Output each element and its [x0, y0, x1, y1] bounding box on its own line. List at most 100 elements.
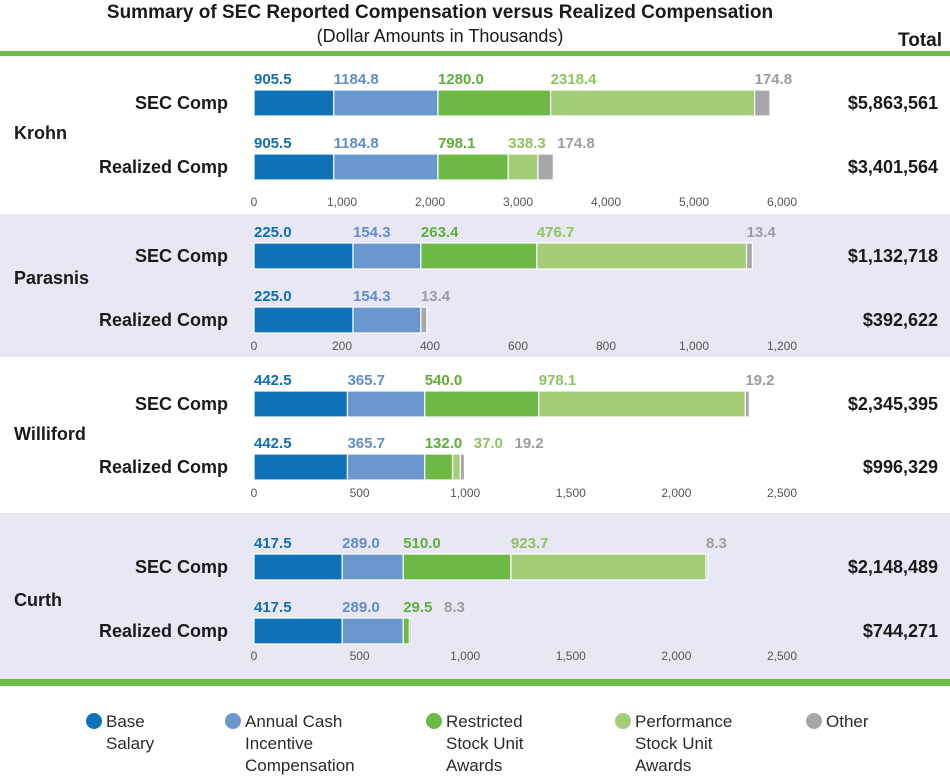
tick-label: 6,000 — [767, 195, 797, 209]
data-label: 154.3 — [353, 224, 391, 241]
bar-segment-other — [754, 89, 771, 117]
bar-segment-other — [420, 306, 428, 334]
data-label: 8.3 — [706, 535, 727, 552]
legend-label: Performance — [635, 712, 732, 731]
tick-label: 500 — [350, 486, 370, 500]
bar-segment-annual-cash — [346, 390, 426, 418]
tick-label: 0 — [251, 649, 258, 663]
row-label: SEC Comp — [135, 557, 228, 577]
bar-row-sec-comp: SEC Comp $2,148,489 417.5 289.0 510.0 923.7 8.… — [135, 535, 938, 581]
data-label: 225.0 — [254, 288, 292, 305]
legend-label: Stock Unit — [635, 734, 713, 753]
legend-swatch — [86, 713, 102, 729]
legend-swatch — [806, 713, 822, 729]
bar-segment-rsu — [420, 242, 538, 270]
chart-title: Summary of SEC Reported Compensation ver… — [107, 2, 773, 23]
bar-segment-base-salary — [253, 617, 343, 645]
bar-row-sec-comp: SEC Comp $2,345,395 442.5 365.7 540.0 978.1 19… — [135, 372, 938, 418]
bar-segment-other — [459, 453, 466, 481]
data-label: 798.1 — [438, 135, 476, 152]
tick-label: 1,000 — [327, 195, 357, 209]
legend-item-other: Other — [806, 712, 869, 731]
panel-background — [0, 513, 950, 679]
bar-segment-other — [744, 390, 750, 418]
data-label: 13.4 — [747, 224, 777, 241]
top-divider — [0, 51, 950, 56]
x-axis: 0 500 1,000 1,500 2,000 2,500 — [251, 486, 798, 500]
bar-segment-annual-cash — [352, 242, 422, 270]
data-label: 174.8 — [557, 135, 595, 152]
bar-segment-base-salary — [253, 89, 335, 117]
legend-item-base-salary: Base Salary — [86, 712, 155, 753]
bar-row-realized-comp: Realized Comp $3,401,564 905.5 1184.8 798.1 3… — [99, 135, 938, 181]
data-label: 2318.4 — [551, 71, 598, 88]
tick-label: 1,500 — [556, 649, 586, 663]
bar-segment-rsu — [437, 89, 552, 117]
bar-segment-base-salary — [253, 553, 343, 581]
tick-label: 2,500 — [767, 649, 797, 663]
data-label: 19.2 — [514, 435, 543, 452]
data-label: 417.5 — [254, 535, 292, 552]
data-label: 263.4 — [421, 224, 459, 241]
data-label: 289.0 — [342, 599, 380, 616]
data-label: 978.1 — [539, 372, 577, 389]
data-label: 132.0 — [425, 435, 463, 452]
row-total: $1,132,718 — [848, 246, 938, 266]
x-axis: 0 200 400 600 800 1,000 1,200 — [251, 339, 798, 353]
tick-label: 4,000 — [591, 195, 621, 209]
panel-krohn: Krohn SEC Comp $5,863,561 905.5 1184.8 1280.0… — [14, 71, 938, 209]
data-label: 540.0 — [425, 372, 463, 389]
row-total: $3,401,564 — [848, 157, 938, 177]
data-label: 365.7 — [347, 372, 385, 389]
data-label: 1184.8 — [334, 135, 379, 152]
data-label: 476.7 — [537, 224, 575, 241]
legend-label: Salary — [106, 734, 155, 753]
legend-label: Compensation — [245, 756, 355, 775]
tick-label: 800 — [596, 339, 616, 353]
tick-label: 1,000 — [679, 339, 709, 353]
data-label: 338.3 — [508, 135, 546, 152]
data-label: 365.7 — [347, 435, 385, 452]
legend: Base Salary Annual Cash Incentive Compensati… — [86, 712, 869, 775]
bar-segment-base-salary — [253, 306, 354, 334]
bar-segment-rsu — [437, 153, 509, 181]
bar-segment-annual-cash — [333, 153, 439, 181]
x-axis: 0 1,000 2,000 3,000 4,000 5,000 6,000 — [251, 195, 798, 209]
tick-label: 1,500 — [556, 486, 586, 500]
tick-label: 5,000 — [679, 195, 709, 209]
data-label: 154.3 — [353, 288, 391, 305]
executive-name: Williford — [14, 424, 86, 444]
row-label: SEC Comp — [135, 394, 228, 414]
bottom-divider — [0, 679, 950, 686]
data-label: 13.4 — [421, 288, 451, 305]
tick-label: 0 — [251, 486, 258, 500]
legend-item-rsu: Restricted Stock Unit Awards — [426, 712, 524, 775]
executive-name: Krohn — [14, 123, 67, 143]
panel-williford: Williford SEC Comp $2,345,395 442.5 365.7 540… — [14, 372, 938, 500]
x-axis: 0 500 1,000 1,500 2,000 2,500 — [251, 649, 798, 663]
bar-segment-annual-cash — [333, 89, 439, 117]
panel-background — [0, 214, 950, 357]
bar-segment-psu — [549, 89, 756, 117]
panel-curth: Curth SEC Comp $2,148,489 417.5 289.0 510.0 92… — [0, 513, 950, 679]
bar-segment-other — [408, 617, 412, 645]
bar-row-realized-comp: Realized Comp $744,271 417.5 289.0 29.5 8.3 — [99, 599, 938, 645]
bar-segment-rsu — [402, 553, 512, 581]
row-label: SEC Comp — [135, 93, 228, 113]
legend-label: Incentive — [245, 734, 313, 753]
row-label: Realized Comp — [99, 457, 228, 477]
legend-label: Awards — [635, 756, 691, 775]
data-label: 19.2 — [745, 372, 774, 389]
panel-parasnis: Parasnis SEC Comp $1,132,718 225.0 154.3 263.… — [0, 214, 950, 357]
legend-label: Other — [826, 712, 869, 731]
data-label: 37.0 — [474, 435, 503, 452]
legend-label: Base — [106, 712, 145, 731]
legend-swatch — [426, 713, 442, 729]
data-label: 1280.0 — [438, 71, 484, 88]
bar-segment-base-salary — [253, 242, 354, 270]
data-label: 923.7 — [511, 535, 549, 552]
chart-subtitle: (Dollar Amounts in Thousands) — [317, 26, 564, 46]
tick-label: 500 — [350, 649, 370, 663]
bar-segment-other — [745, 242, 754, 270]
row-total: $2,148,489 — [848, 557, 938, 577]
